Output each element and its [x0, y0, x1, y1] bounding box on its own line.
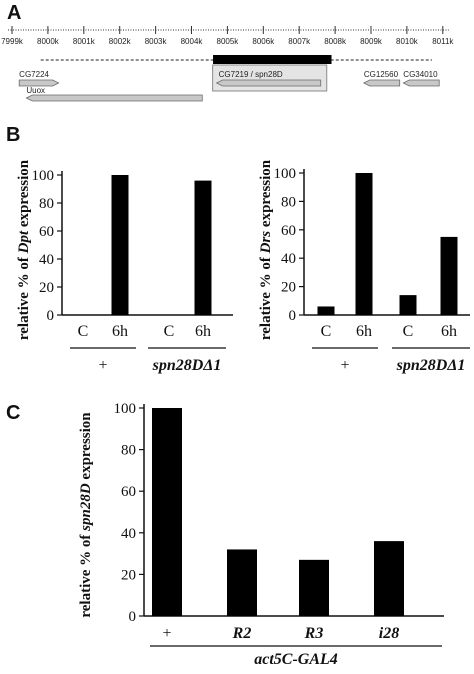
gene-highlight-box — [212, 64, 328, 92]
gene-arrow — [362, 79, 401, 87]
bar — [299, 559, 329, 616]
y-tick-label: 100 — [32, 168, 55, 184]
category-label: R2 — [232, 625, 252, 642]
map-tick-label: 7999k — [1, 37, 24, 46]
bar — [152, 408, 182, 616]
panel-a-label: A — [7, 2, 22, 24]
map-tick-label: 8001k — [73, 37, 96, 46]
category-label: 6h — [195, 323, 211, 340]
bar — [399, 295, 417, 315]
y-tick-label: 20 — [121, 567, 136, 583]
y-axis-label: relative % of Dpt expression — [16, 159, 32, 340]
gene-label: CG12560 — [364, 70, 399, 79]
map-tick-label: 8005k — [217, 37, 240, 46]
y-tick-label: 0 — [47, 308, 55, 324]
y-tick-label: 60 — [121, 484, 136, 500]
gene-label: CG7219 / spn28D — [219, 70, 283, 79]
map-tick-label: 8003k — [145, 37, 168, 46]
bar — [227, 549, 257, 616]
y-axis-label-gene: Drs — [258, 231, 274, 255]
map-tick-label: 8004k — [181, 37, 204, 46]
group-label: + — [340, 357, 349, 374]
y-tick-label: 40 — [121, 526, 136, 542]
bar — [111, 175, 129, 315]
gene-label: Uuox — [26, 86, 45, 95]
category-label: C — [78, 323, 89, 340]
y-axis-label-gene: spn28D — [78, 483, 94, 532]
group-label: spn28DΔ1 — [396, 357, 466, 374]
map-tick-label: 8000k — [37, 37, 60, 46]
panel-c-label: C — [6, 402, 21, 424]
category-label: 6h — [441, 323, 457, 340]
map-tick-label: 8011k — [432, 37, 454, 46]
y-tick-label: 40 — [281, 251, 296, 267]
bar — [374, 541, 404, 616]
y-tick-label: 20 — [39, 280, 54, 296]
category-label: C — [164, 323, 175, 340]
map-tick-label: 8007k — [288, 37, 311, 46]
gene-arrow — [18, 79, 60, 87]
y-tick-label: 80 — [281, 194, 296, 210]
map-region-bar — [213, 55, 332, 64]
category-label: C — [321, 323, 332, 340]
bar — [194, 180, 212, 315]
category-label: 6h — [112, 323, 128, 340]
bar — [317, 306, 335, 315]
y-tick-label: 40 — [39, 252, 54, 268]
map-tick-label: 8008k — [324, 37, 347, 46]
bar — [355, 173, 373, 315]
genome-map: 7999k 8000k 8001k 8002k 8003k 8004k 8005k 8006k… — [1, 26, 454, 102]
map-tick-label: 8006k — [252, 37, 275, 46]
y-tick-label: 80 — [39, 196, 54, 212]
bar — [440, 236, 458, 315]
y-tick-label: 0 — [129, 609, 137, 625]
y-axis-label-suffix: expression — [16, 159, 32, 231]
category-label: R3 — [304, 625, 324, 642]
map-tick-label: 8010k — [396, 37, 419, 46]
y-axis-label: relative % of Drs expression — [258, 159, 274, 340]
y-tick-label: 80 — [121, 443, 136, 459]
gene-arrow — [402, 79, 440, 87]
y-axis-label-prefix: relative % of — [78, 531, 94, 618]
group-label: act5C-GAL4 — [254, 651, 338, 668]
y-axis-label-suffix: expression — [258, 159, 274, 231]
gene-label: CG34010 — [403, 70, 438, 79]
category-label: i28 — [379, 625, 399, 642]
group-label: spn28DΔ1 — [152, 357, 222, 374]
gene-arrow — [215, 79, 322, 87]
group-label: + — [98, 357, 107, 374]
map-tick-label: 8002k — [109, 37, 132, 46]
y-tick-label: 100 — [114, 401, 137, 417]
y-axis-label: relative % of spn28D expression — [78, 412, 94, 618]
y-axis-label-gene: Dpt — [16, 230, 32, 254]
y-tick-label: 0 — [289, 308, 297, 324]
panel-b-label: B — [6, 124, 21, 146]
y-tick-label: 60 — [39, 224, 54, 240]
map-tick-label: 8009k — [360, 37, 383, 46]
y-axis-label-prefix: relative % of — [16, 253, 32, 340]
y-tick-label: 60 — [281, 223, 296, 239]
category-label: 6h — [356, 323, 372, 340]
y-tick-label: 20 — [281, 280, 296, 296]
gene-arrow — [25, 94, 203, 102]
y-tick-label: 100 — [274, 166, 297, 182]
y-axis-label-prefix: relative % of — [258, 253, 274, 340]
y-axis-label-suffix: expression — [78, 412, 94, 484]
category-label: + — [162, 625, 171, 642]
category-label: C — [403, 323, 414, 340]
gene-label: CG7224 — [19, 70, 49, 79]
